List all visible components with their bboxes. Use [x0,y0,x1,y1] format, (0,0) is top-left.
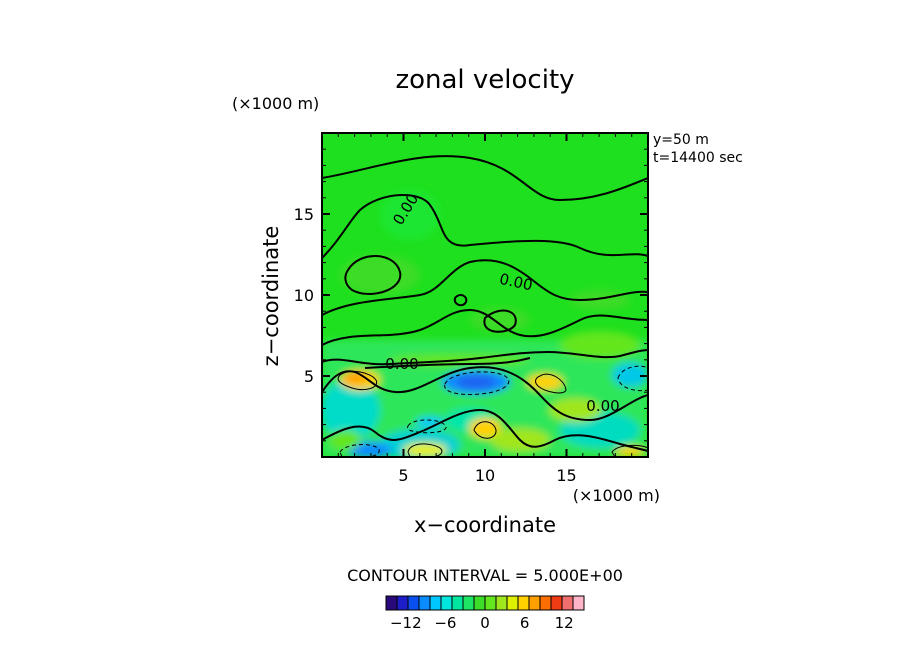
colorbar-tick-label: −12 [390,614,422,632]
heatmap-field [322,133,648,457]
colorbar-tick-labels: −12 −6 0 6 12 [390,614,574,632]
colorbar-swatch [540,596,552,610]
zero-contours [322,155,648,457]
x-unit-label: (×1000 m) [573,486,660,505]
axis-tick-labels: 5 10 15 5 10 15 [294,205,577,485]
contour-label: 0.00 [586,397,619,415]
y-unit-label: (×1000 m) [232,94,319,113]
colorbar-swatch [463,596,475,610]
colorbar-swatch [551,596,563,610]
y-tick-label: 10 [294,286,314,305]
colorbar-swatch [496,596,508,610]
colorbar [385,595,585,611]
annotation-t: t=14400 sec [653,150,743,166]
colorbar-tick-label: 6 [520,614,530,632]
y-tick-label: 5 [304,367,314,386]
colorbar-swatch [452,596,464,610]
y-tick-label: 15 [294,205,314,224]
colorbar-frame [385,595,585,611]
contour-interval-label: CONTOUR INTERVAL = 5.000E+00 [347,566,623,585]
colorbar-swatch [485,596,497,610]
colorbar-swatch [573,596,585,610]
colorbar-tick-label: −6 [434,614,456,632]
contour-label: 0.00 [385,355,418,373]
annotation-y: y=50 m [653,132,709,148]
colorbar-swatch [518,596,530,610]
colorbar-swatch [474,596,486,610]
chart-title: zonal velocity [395,65,574,95]
colorbar-swatch [408,596,420,610]
y-axis-label: z−coordinate [259,226,283,367]
axis-ticks [322,133,648,457]
colorbar-swatch [562,596,574,610]
colorbar-tick-label: 0 [480,614,490,632]
x-axis-label: x−coordinate [414,513,556,537]
colorbar-swatch [430,596,442,610]
x-tick-label: 5 [398,466,408,485]
colorbar-swatch [529,596,541,610]
colorbar-tick-label: 12 [555,614,574,632]
colorbar-swatch [397,596,409,610]
colorbar-swatch [441,596,453,610]
x-tick-label: 10 [475,466,495,485]
colorbar-swatch [507,596,519,610]
x-tick-label: 15 [556,466,576,485]
colorbar-swatch [386,596,398,610]
colorbar-swatch [419,596,431,610]
